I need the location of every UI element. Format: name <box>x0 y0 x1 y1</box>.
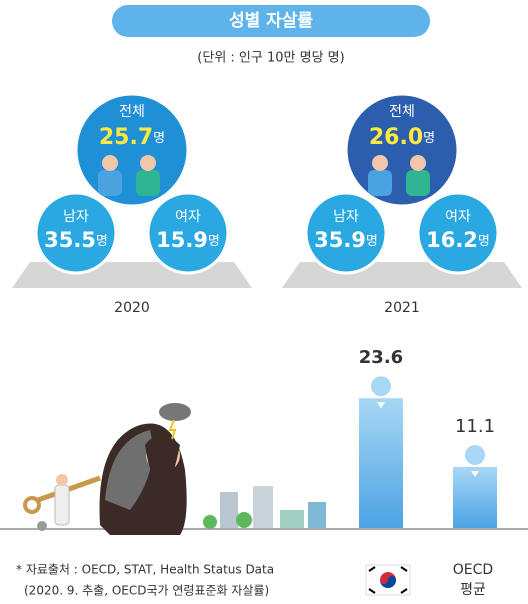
bubble-label: 여자 <box>445 209 471 225</box>
bar-arrow <box>377 402 385 409</box>
person-head <box>410 155 426 171</box>
source-line: * 자료출처 : OECD, STAT, Health Status Data <box>16 563 274 577</box>
bubble <box>304 191 388 275</box>
bubble-value: 25.7명 <box>99 125 165 150</box>
person-head <box>372 155 388 171</box>
text-part: 명 <box>208 234 220 249</box>
text-part: 16.2 <box>426 228 478 252</box>
text-part: 명 <box>96 234 108 249</box>
bubble-label: 전체 <box>389 104 415 120</box>
bubble-value: 26.0명 <box>369 125 435 150</box>
panels: 2020전체25.7명남자35.5명여자15.9명2021전체26.0명남자35… <box>12 92 522 316</box>
platform <box>12 262 252 288</box>
bubble-label: 전체 <box>119 104 145 120</box>
source-line: (2020. 9. 추출, OECD국가 연령표준화 자살률) <box>24 584 269 598</box>
year: 2021 <box>384 300 420 316</box>
value-label: 23.6 <box>359 347 403 368</box>
flag <box>365 564 411 596</box>
person-head <box>140 155 156 171</box>
bar <box>453 466 497 528</box>
text-part: 25.7 <box>99 125 153 150</box>
person <box>98 170 122 196</box>
bar-head <box>371 376 391 397</box>
title: 성별 자살률 <box>229 11 313 31</box>
bubble-label: 남자 <box>63 209 89 225</box>
text-part: 35.9 <box>314 228 366 252</box>
bubble <box>416 191 500 275</box>
bar-arrow <box>471 470 479 477</box>
bubble-value: 16.2명 <box>426 228 490 252</box>
bar <box>359 398 403 528</box>
bubble-label: 여자 <box>175 209 201 225</box>
person-head <box>102 155 118 171</box>
person <box>368 170 392 196</box>
text-part: 15.9 <box>156 228 208 252</box>
text-part: 명 <box>478 234 490 249</box>
text-part: 명 <box>366 234 378 249</box>
illustration <box>23 403 326 535</box>
bubble-value: 15.9명 <box>156 228 220 252</box>
person <box>136 170 160 196</box>
bubble-label: 남자 <box>333 209 359 225</box>
bubble-value: 35.5명 <box>44 228 108 252</box>
bubble <box>146 191 230 275</box>
platform <box>282 262 522 288</box>
bubble <box>34 191 118 275</box>
title-pill <box>112 5 430 37</box>
year: 2020 <box>114 300 150 316</box>
value-label: 11.1 <box>455 416 495 437</box>
text-part: 명 <box>153 131 165 146</box>
person <box>406 170 430 196</box>
bar-head <box>465 444 485 465</box>
x-tick-label: OECD 평균 <box>452 562 494 598</box>
unit: (단위 : 인구 10만 명당 명) <box>197 51 344 66</box>
text-part: 명 <box>423 131 435 146</box>
text-part: 35.5 <box>44 228 96 252</box>
bubble-value: 35.9명 <box>314 228 378 252</box>
text-part: 26.0 <box>369 125 423 150</box>
bars: 23.6 11.1 <box>359 347 497 528</box>
